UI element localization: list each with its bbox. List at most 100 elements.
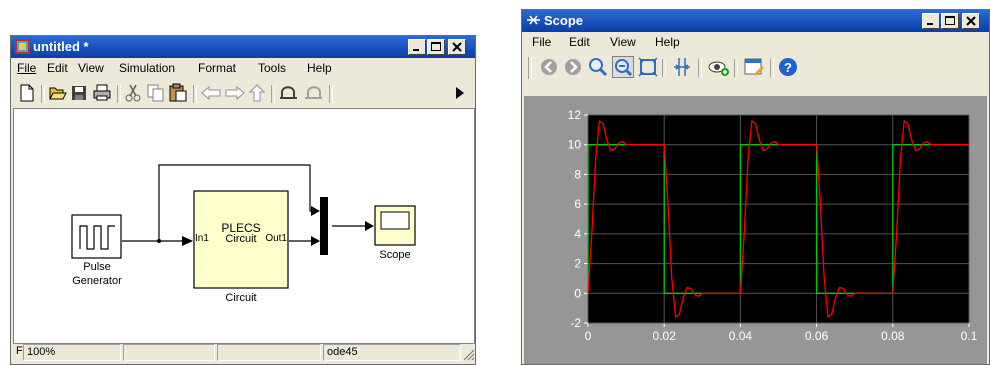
properties-icon[interactable] (744, 56, 764, 76)
plot-background (588, 115, 969, 323)
circuit-block-title: PLECS (221, 221, 261, 235)
scope-menu-view[interactable]: View (610, 35, 636, 49)
paste-icon[interactable] (169, 83, 187, 102)
mux-block (320, 197, 328, 255)
y-tick-label: 4 (574, 227, 581, 241)
scope-window: Scope File Edit View Help ? 0 0.02 0.04 0. (521, 9, 990, 365)
start-simulation-icon[interactable] (455, 86, 465, 100)
maximize-icon (945, 16, 955, 25)
svg-text:?: ? (784, 60, 792, 75)
cut-icon[interactable] (125, 84, 141, 102)
scope-menu-file[interactable]: File (532, 35, 552, 49)
arrowhead-mux-in2 (311, 236, 320, 246)
y-tick-label: -2 (570, 316, 581, 330)
scope-block-label: Scope (379, 249, 411, 261)
minimize-icon (413, 49, 419, 51)
back-icon[interactable] (540, 58, 558, 76)
cursor-icon[interactable] (672, 57, 692, 77)
model-menu-bar: File Edit View Simulation Format Tools H… (11, 58, 475, 78)
x-tick-label: 0.1 (961, 329, 978, 343)
menu-tools[interactable]: Tools (258, 61, 287, 75)
model-canvas[interactable]: Pulse Generator PLECS Circuit In1 Out1 C… (13, 108, 475, 344)
y-tick-label: 2 (574, 257, 581, 271)
show-signals-icon[interactable] (708, 57, 730, 77)
back-arrow-icon[interactable] (201, 86, 221, 100)
status-solver: ode45 (323, 344, 461, 361)
redo-icon[interactable] (303, 86, 323, 100)
x-tick-label: 0.08 (881, 329, 905, 343)
close-icon (452, 42, 462, 52)
menu-simulation[interactable]: Simulation (119, 61, 176, 75)
undo-icon[interactable] (279, 86, 299, 100)
status-cell-first: F (16, 345, 23, 357)
status-cell-empty2 (217, 344, 321, 361)
copy-icon[interactable] (147, 84, 165, 102)
y-tick-label: 0 (574, 286, 581, 300)
model-title-bar[interactable]: untitled * (11, 36, 475, 58)
circuit-input-port-label: In1 (195, 233, 209, 244)
circuit-output-port-label: Out1 (265, 233, 287, 244)
status-cell-empty1 (123, 344, 215, 361)
model-toolbar (11, 78, 475, 108)
scope-title-bar[interactable]: Scope (522, 10, 989, 32)
model-diagram (71, 164, 416, 289)
simulink-app-icon (15, 39, 30, 54)
scope-app-icon (527, 15, 540, 25)
zoom-x-icon[interactable] (612, 56, 634, 78)
scope-close-button[interactable] (962, 13, 980, 29)
plecs-circuit-block (193, 190, 289, 289)
minimize-icon (927, 23, 933, 25)
scope-menu-help[interactable]: Help (655, 35, 680, 49)
status-zoom: 100% (23, 344, 121, 361)
pulse-generator-label-line2: Generator (72, 275, 122, 287)
scope-menu-edit[interactable]: Edit (569, 35, 590, 49)
close-icon (966, 16, 976, 26)
y-tick-label: 12 (568, 108, 582, 122)
scope-chart[interactable]: 0 0.02 0.04 0.06 0.08 0.1 -2 0 2 4 6 8 10 12 (524, 96, 987, 364)
x-tick-label: 0.04 (729, 329, 753, 343)
scope-maximize-button[interactable] (941, 13, 959, 29)
help-icon[interactable]: ? (778, 57, 798, 77)
response-series-line (587, 120, 969, 318)
fit-to-view-icon[interactable] (638, 57, 658, 77)
scope-menu-bar: File Edit View Help (522, 32, 989, 52)
arrowhead-mux-in1 (311, 206, 320, 216)
menu-format[interactable]: Format (198, 61, 237, 75)
x-tick-label: 0.02 (653, 329, 677, 343)
forward-icon[interactable] (564, 58, 582, 76)
save-icon[interactable] (71, 85, 87, 101)
arrowhead-scope-in (365, 221, 374, 231)
y-tick-label: 6 (574, 197, 581, 211)
scope-toolbar: ? (522, 52, 989, 82)
forward-arrow-icon[interactable] (225, 86, 245, 100)
pulse-generator-block (71, 214, 122, 259)
print-icon[interactable] (93, 84, 111, 101)
circuit-block-subtitle: Circuit (225, 233, 257, 245)
menu-view[interactable]: View (78, 61, 104, 75)
scope-screen-icon (380, 211, 410, 230)
pulse-waveform-icon (79, 225, 115, 250)
up-arrow-icon[interactable] (249, 84, 265, 102)
scope-plot-area: 0 0.02 0.04 0.06 0.08 0.1 -2 0 2 4 6 8 10 12 (524, 96, 987, 364)
menu-file[interactable]: File (17, 61, 37, 75)
zoom-icon[interactable] (588, 57, 608, 77)
new-file-icon[interactable] (19, 84, 35, 102)
menu-edit[interactable]: Edit (47, 61, 68, 75)
y-tick-label: 8 (574, 167, 581, 181)
resize-grip-icon[interactable] (461, 347, 475, 361)
circuit-block-name: Circuit (225, 292, 257, 304)
x-tick-label: 0.06 (805, 329, 829, 343)
model-window-title: untitled * (33, 39, 89, 54)
menu-help[interactable]: Help (307, 61, 332, 75)
model-window: untitled * File Edit View Simulation For… (10, 35, 476, 365)
scope-window-title: Scope (544, 13, 584, 28)
minimize-button[interactable] (408, 39, 426, 55)
scope-minimize-button[interactable] (922, 13, 940, 29)
maximize-button[interactable] (427, 39, 445, 55)
maximize-icon (431, 42, 441, 51)
arrowhead-circuit-in (182, 236, 193, 246)
branch-point (157, 239, 161, 243)
y-tick-label: 10 (568, 138, 582, 152)
close-button[interactable] (448, 39, 466, 55)
open-folder-icon[interactable] (49, 85, 67, 101)
